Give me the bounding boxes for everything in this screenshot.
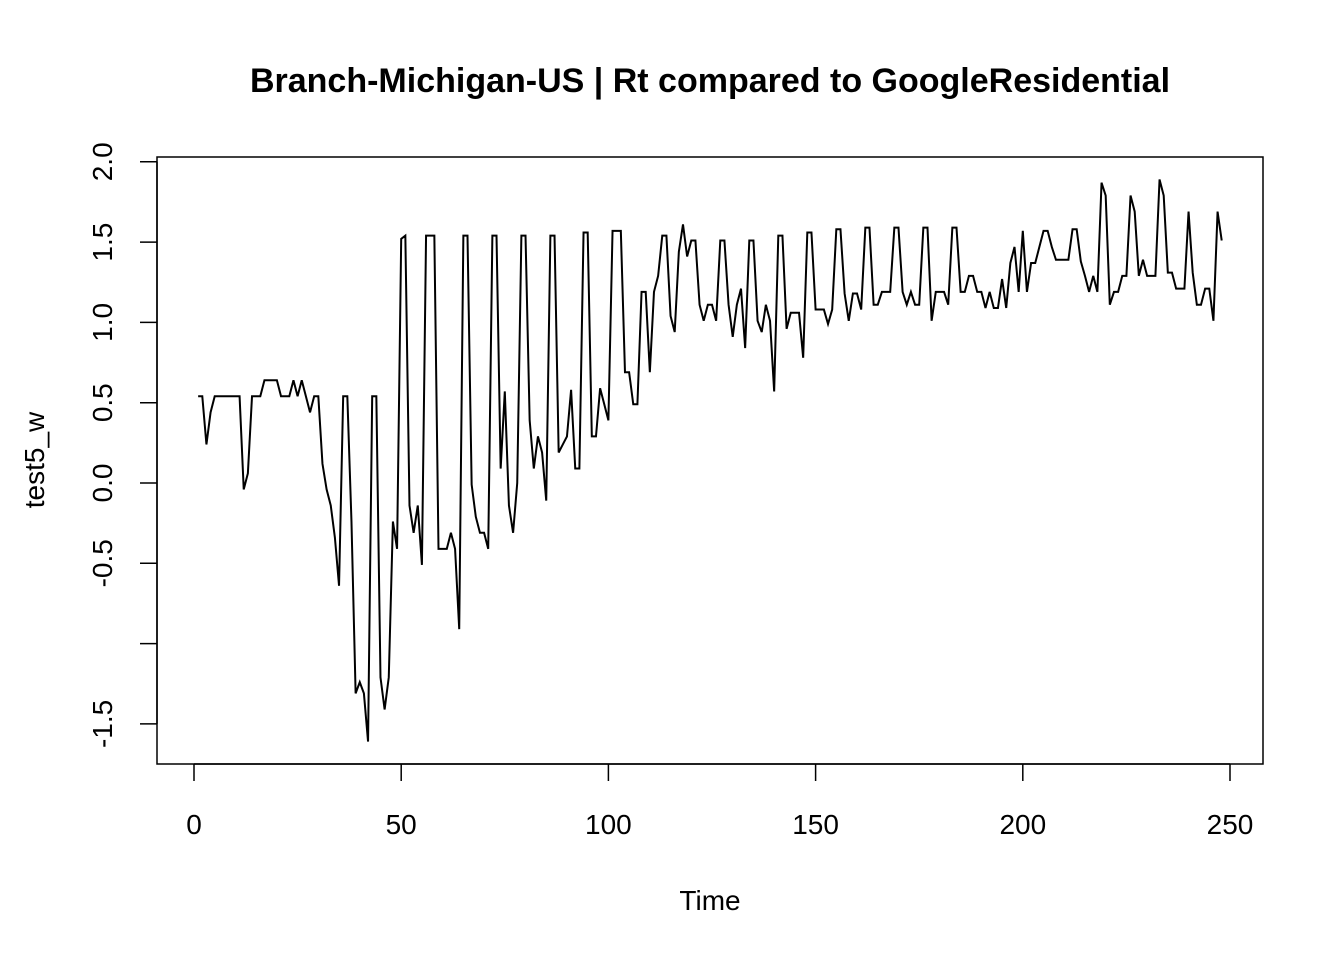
x-tick-label: 150: [792, 809, 839, 840]
y-tick-label: 2.0: [87, 142, 118, 181]
x-tick-label: 200: [999, 809, 1046, 840]
chart-title: Branch-Michigan-US | Rt compared to Goog…: [250, 62, 1170, 100]
x-tick-label: 100: [585, 809, 632, 840]
x-axis: 0 50 100 150 200 250: [186, 763, 1254, 840]
x-tick-label: 250: [1207, 809, 1254, 840]
x-tick-label: 50: [386, 809, 417, 840]
y-tick-label: 0.5: [87, 383, 118, 422]
x-axis-label: Time: [679, 885, 740, 916]
series-layer: [198, 179, 1223, 742]
x-tick-label: 0: [186, 809, 202, 840]
y-tick-label: 1.0: [87, 303, 118, 342]
y-tick-label: -1.5: [87, 700, 118, 748]
y-axis-label: test5_w: [19, 411, 50, 508]
y-axis: -1.5 -0.5 0.0 0.5 1.0 1.5 2.0: [87, 142, 158, 748]
y-tick-label: 0.0: [87, 464, 118, 503]
y-tick-label: -0.5: [87, 539, 118, 587]
series-line: [198, 179, 1223, 742]
y-tick-label: 1.5: [87, 223, 118, 262]
